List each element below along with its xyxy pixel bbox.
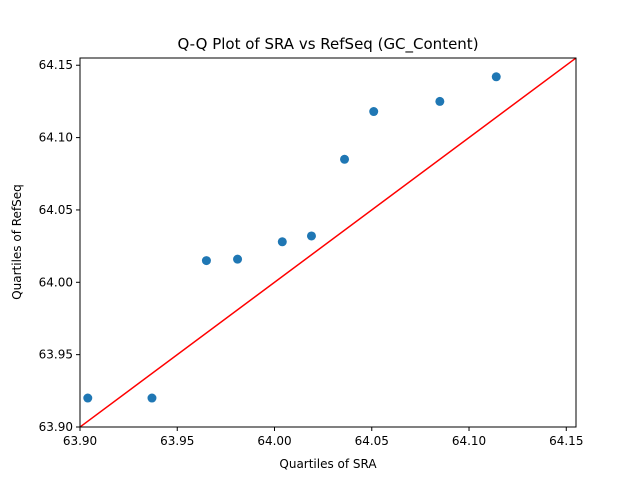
y-tick-label: 64.05: [39, 203, 73, 217]
y-tick-label: 63.90: [39, 420, 73, 434]
x-axis: 63.90 63.95 64.00 64.05 64.10 64.15: [63, 427, 583, 448]
axes-frame: [79, 57, 577, 428]
chart-title: Q-Q Plot of SRA vs RefSeq (GC_Content): [177, 35, 478, 54]
data-point: [340, 154, 350, 164]
data-point: [277, 237, 287, 247]
x-tick-label: 64.10: [452, 434, 486, 448]
x-tick-label: 64.15: [549, 434, 583, 448]
y-tick-label: 64.15: [39, 58, 73, 72]
data-point: [435, 96, 445, 106]
data-point: [369, 107, 379, 117]
data-point: [147, 393, 157, 403]
x-axis-label: Quartiles of SRA: [279, 457, 377, 471]
x-tick-label: 63.90: [63, 434, 97, 448]
data-point: [306, 231, 316, 241]
x-tick-label: 63.95: [160, 434, 194, 448]
y-tick-label: 64.10: [39, 131, 73, 145]
x-tick-label: 64.05: [355, 434, 389, 448]
data-point: [233, 254, 243, 264]
data-point: [83, 393, 93, 403]
y-tick-label: 64.00: [39, 275, 73, 289]
y-tick-label: 63.95: [39, 348, 73, 362]
x-tick-label: 64.00: [257, 434, 291, 448]
y-axis: 63.90 63.95 64.00 64.05 64.10 64.15: [39, 58, 80, 434]
plot-area: [80, 58, 576, 427]
y-axis-label: Quartiles of RefSeq: [10, 184, 24, 300]
reference-line: [80, 58, 576, 427]
data-point: [201, 256, 211, 266]
data-point: [491, 72, 501, 82]
